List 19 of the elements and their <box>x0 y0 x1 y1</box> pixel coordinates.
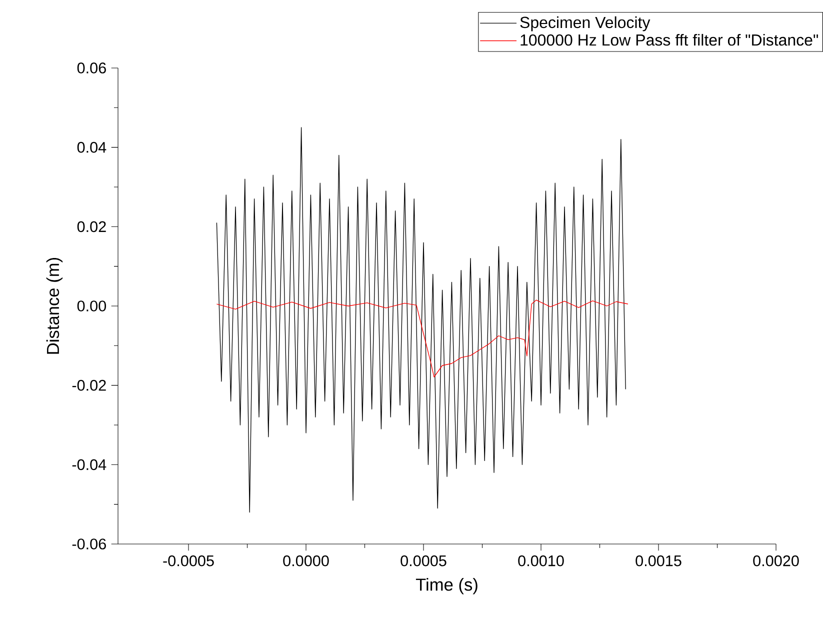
legend-label: Specimen Velocity <box>520 16 650 32</box>
legend-label: 100000 Hz Low Pass fft filter of "Distance" <box>520 34 818 46</box>
y-tick-label: -0.06 <box>72 538 106 550</box>
y-tick-label: 0.00 <box>77 300 106 312</box>
y-tick-label: -0.04 <box>72 459 106 470</box>
x-tick-label: 0.0020 <box>753 555 799 566</box>
y-tick-label: 0.06 <box>77 62 106 74</box>
x-tick-label: 0.0000 <box>283 555 329 566</box>
line-series <box>216 300 628 378</box>
y-tick-label: 0.02 <box>77 221 106 232</box>
y-tick-label: 0.04 <box>77 142 106 153</box>
x-axis-title: Time (s) <box>416 578 478 594</box>
x-tick-label: 0.0010 <box>518 555 564 566</box>
x-tick-label: 0.0015 <box>636 555 682 566</box>
y-tick-label: -0.02 <box>72 380 106 391</box>
line-series <box>216 127 626 513</box>
x-tick-label: 0.0005 <box>400 555 446 566</box>
y-axis-title: Distance (m) <box>46 258 63 354</box>
x-tick-label: -0.0005 <box>163 555 214 566</box>
